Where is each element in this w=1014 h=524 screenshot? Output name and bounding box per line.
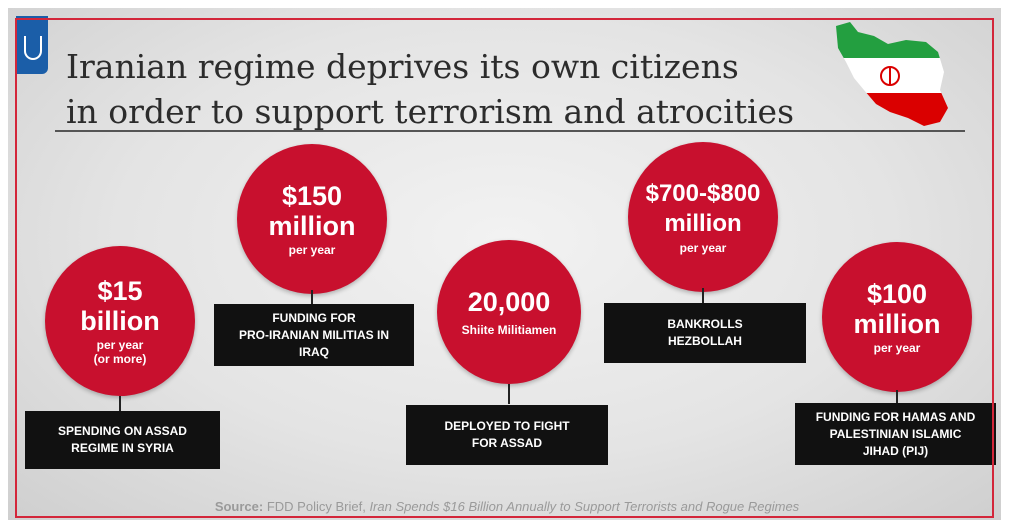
title-divider [55, 130, 965, 132]
connector-line [508, 384, 510, 404]
stat-amount: 20,000 [467, 287, 551, 317]
stat-bubble-shiite-militiamen: 20,000 Shiite Militiamen [437, 240, 581, 384]
connector-line [119, 396, 121, 416]
stat-amount: $100 [866, 279, 928, 309]
source-citation: Source: FDD Policy Brief, Iran Spends $1… [0, 499, 1014, 514]
label-line: PRO-IRANIAN MILITIAS IN [239, 327, 389, 342]
shield-logo-icon [16, 16, 48, 74]
label-line: HEZBOLLAH [667, 334, 742, 348]
stat-amount: $150 [281, 181, 343, 211]
title-line-1: Iranian regime deprives its own citizens [66, 47, 739, 86]
stat-bubble-iraq-militias: $150 million per year [237, 144, 387, 294]
label-line: SPENDING ON ASSAD [58, 424, 187, 438]
stat-amount: million [268, 211, 356, 241]
stat-amount: million [664, 210, 742, 237]
stat-label-assad-spending: SPENDING ON ASSAD REGIME IN SYRIA [25, 411, 220, 469]
connector-line [311, 290, 313, 310]
stat-period: per year [679, 241, 727, 255]
stat-unit: Shiite Militiamen [461, 323, 557, 337]
label-line: FOR ASSAD [471, 436, 543, 450]
stat-period-note: (or more) [93, 352, 147, 366]
label-line: FUNDING FOR HAMAS AND [815, 409, 976, 424]
title-line-2: in order to support terrorism and atroci… [66, 92, 794, 131]
source-prefix: Source: [214, 499, 264, 514]
page-title: Iranian regime deprives its own citizens… [66, 44, 806, 134]
label-line: REGIME IN SYRIA [71, 441, 174, 455]
source-publisher: FDD Policy Brief, [266, 499, 366, 514]
stat-amount: $700-$800 [645, 180, 761, 207]
label-line: JIHAD (PIJ) [862, 443, 929, 458]
label-line: FUNDING FOR [272, 310, 356, 325]
stat-period: per year [96, 338, 144, 352]
stat-bubble-hamas-pij: $100 million per year [822, 242, 972, 392]
stat-amount: $15 [97, 276, 143, 306]
stat-label-shiite-militiamen: DEPLOYED TO FIGHT FOR ASSAD [406, 405, 608, 465]
stat-bubble-assad-spending: $15 billion per year (or more) [45, 246, 195, 396]
stat-label-hezbollah: BANKROLLS HEZBOLLAH [604, 303, 806, 363]
connector-line [702, 288, 704, 308]
label-line: DEPLOYED TO FIGHT [444, 419, 570, 433]
label-line: IRAQ [299, 344, 329, 359]
stat-amount: million [853, 309, 941, 339]
connector-line [896, 390, 898, 410]
stat-label-hamas-pij: FUNDING FOR HAMAS AND PALESTINIAN ISLAMI… [795, 403, 996, 465]
stat-period: per year [873, 341, 921, 355]
stat-label-iraq-militias: FUNDING FOR PRO-IRANIAN MILITIAS IN IRAQ [214, 304, 414, 366]
iran-flag-map-icon [836, 22, 948, 126]
source-report-title: Iran Spends $16 Billion Annually to Supp… [369, 499, 800, 514]
label-line: PALESTINIAN ISLAMIC [829, 426, 962, 441]
label-line: BANKROLLS [667, 317, 743, 331]
stat-bubble-hezbollah: $700-$800 million per year [628, 142, 778, 292]
stat-amount: billion [80, 306, 160, 336]
stat-period: per year [288, 243, 336, 257]
